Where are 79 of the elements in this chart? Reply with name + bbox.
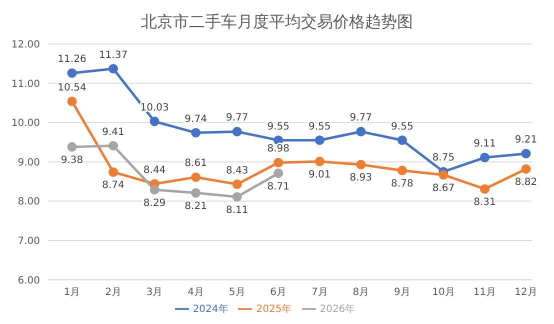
data-label: 8.82 — [514, 176, 538, 188]
legend-label: 2024年 — [192, 304, 228, 315]
y-tick-label: 11.00 — [11, 78, 40, 90]
data-label: 8.78 — [391, 178, 414, 190]
legend-label: 2026年 — [320, 304, 356, 315]
point — [67, 68, 77, 78]
data-label: 8.31 — [474, 196, 496, 208]
data-label: 8.67 — [432, 182, 455, 194]
point — [438, 170, 448, 180]
data-label: 10.54 — [58, 82, 86, 94]
x-tick-label: 11月 — [473, 286, 496, 298]
data-label: 9.55 — [391, 121, 414, 132]
data-label: 8.98 — [267, 144, 290, 155]
data-label: 9.55 — [308, 121, 331, 132]
point — [191, 128, 201, 138]
y-tick-label: 9.00 — [18, 157, 40, 168]
y-tick-label: 6.00 — [18, 275, 40, 286]
y-tick-label: 7.00 — [18, 236, 40, 247]
data-label: 8.43 — [226, 165, 248, 176]
data-label: 9.74 — [184, 114, 207, 125]
point — [232, 192, 242, 202]
legend-label: 2025年 — [256, 304, 292, 315]
point — [274, 168, 284, 178]
y-tick-label: 8.00 — [18, 196, 40, 208]
point — [397, 136, 407, 146]
data-label: 8.74 — [102, 180, 124, 192]
data-label: 11.26 — [58, 54, 86, 66]
point — [67, 142, 77, 152]
data-label: 8.11 — [226, 204, 248, 216]
point — [521, 164, 531, 174]
point — [150, 116, 160, 126]
data-label: 8.29 — [143, 198, 166, 209]
point — [108, 167, 118, 177]
data-label: 9.41 — [102, 126, 124, 138]
x-tick-label: 12月 — [514, 286, 538, 298]
data-label: 8.93 — [350, 172, 372, 184]
x-tick-label: 2月 — [105, 286, 122, 298]
data-label: 9.11 — [474, 138, 496, 150]
data-label: 8.71 — [267, 181, 290, 192]
y-tick-label: 12.00 — [11, 40, 40, 51]
data-label: 8.44 — [143, 164, 166, 176]
point — [67, 96, 77, 106]
data-label: 11.37 — [98, 50, 128, 61]
data-label: 8.61 — [184, 158, 207, 170]
x-tick-label: 6月 — [270, 286, 287, 298]
point — [232, 126, 242, 136]
point — [314, 136, 324, 146]
point — [314, 156, 324, 166]
x-tick-label: 10月 — [432, 286, 455, 298]
data-label: 9.38 — [60, 154, 84, 166]
point — [356, 160, 366, 170]
data-label: 9.55 — [267, 121, 290, 132]
data-label: 9.21 — [514, 134, 538, 146]
point — [521, 148, 531, 158]
point — [108, 64, 118, 74]
point — [397, 166, 407, 176]
y-tick-label: 10.00 — [11, 118, 40, 130]
point — [356, 126, 366, 136]
point — [232, 180, 242, 190]
x-tick-label: 7月 — [311, 286, 328, 298]
point — [191, 188, 201, 198]
x-tick-label: 9月 — [394, 286, 410, 298]
point — [150, 185, 160, 195]
point — [480, 184, 490, 194]
point — [191, 172, 201, 182]
point — [480, 152, 490, 162]
x-tick-label: 3月 — [146, 286, 163, 298]
point — [108, 141, 118, 151]
x-tick-label: 8月 — [352, 286, 370, 298]
data-label: 9.77 — [350, 112, 372, 124]
point — [274, 158, 284, 168]
data-label: 8.21 — [184, 200, 207, 212]
x-tick-label: 5月 — [228, 286, 246, 298]
data-label: 8.75 — [432, 152, 455, 164]
chart-title: 北京市二手车月度平均交易价格趋势图 — [140, 11, 414, 33]
data-label: 9.77 — [226, 112, 248, 124]
data-label: 9.01 — [308, 169, 331, 180]
x-tick-label: 1月 — [64, 286, 80, 298]
x-tick-label: 4月 — [188, 286, 204, 298]
